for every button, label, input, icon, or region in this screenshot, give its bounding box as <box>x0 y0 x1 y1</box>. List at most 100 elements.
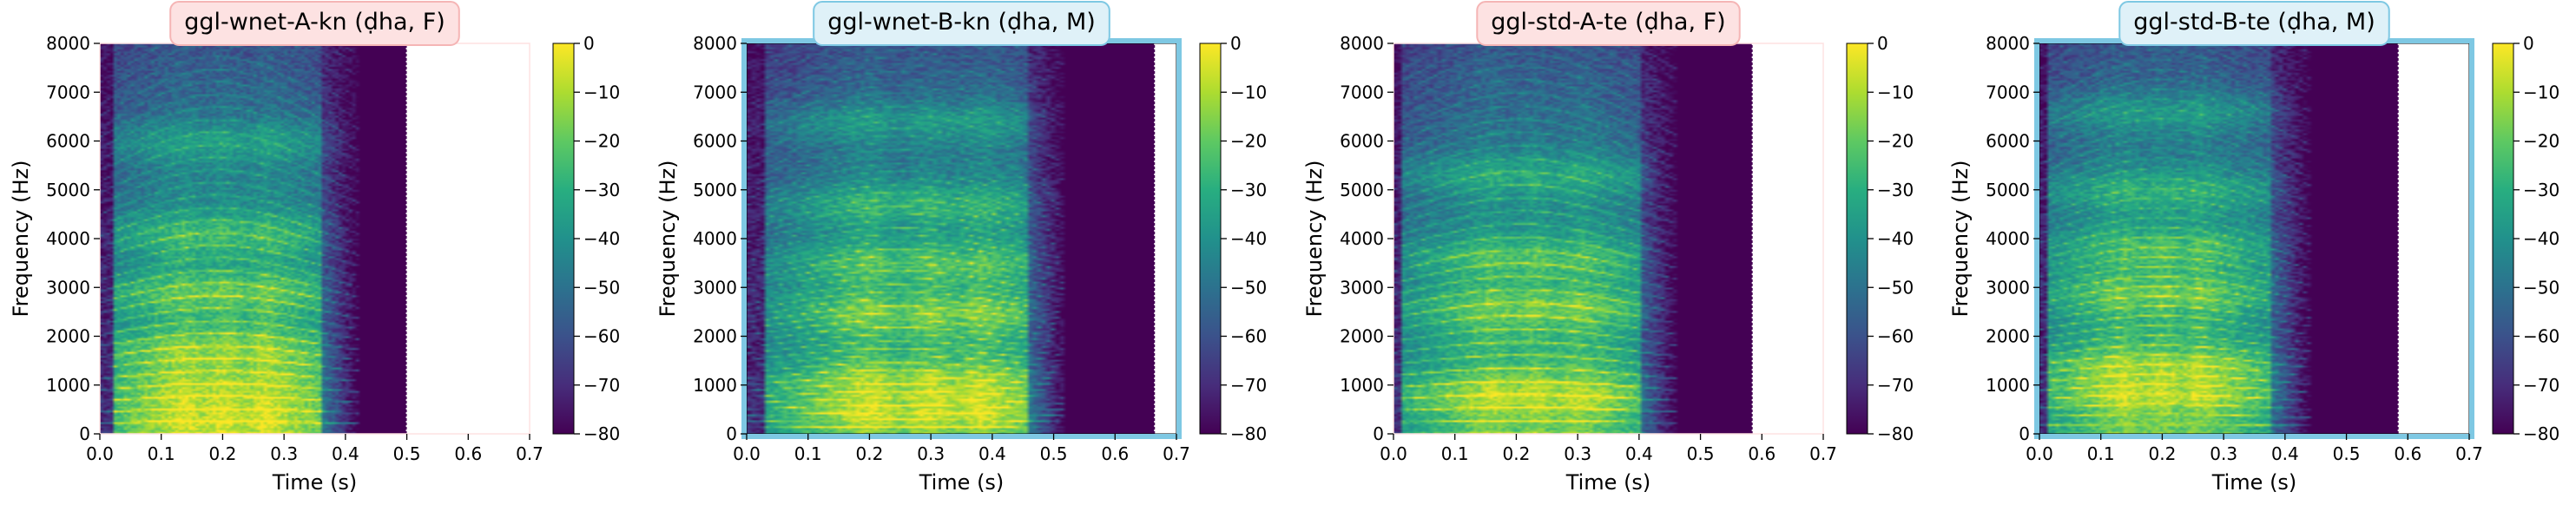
colorbar-tick-label: −60 <box>1877 326 1914 347</box>
colorbar-tick-label: −30 <box>583 180 620 200</box>
y-tick-label: 4000 <box>1340 228 1384 249</box>
y-tick-label: 0 <box>2019 423 2030 444</box>
x-tick-label: 0.7 <box>2455 443 2483 464</box>
y-tick-label: 8000 <box>1986 33 2030 54</box>
colorbar-tick-label: −70 <box>2523 375 2560 396</box>
colorbar-tick-label: −50 <box>583 277 620 298</box>
x-tick-label: 0.4 <box>2271 443 2299 464</box>
y-tick-label: 4000 <box>46 228 90 249</box>
colorbar-tick-label: −20 <box>583 131 620 152</box>
y-tick-label: 4000 <box>1986 228 2030 249</box>
colorbar-tick-label: −70 <box>583 375 620 396</box>
y-tick-label: 8000 <box>693 33 737 54</box>
y-tick-label: 2000 <box>1986 326 2030 347</box>
x-tick-label: 0.2 <box>856 443 884 464</box>
colorbar-tick-label: −50 <box>1230 277 1267 298</box>
colorbar-tick-label: −40 <box>1877 228 1914 249</box>
colorbar-tick-label: −20 <box>1877 131 1914 152</box>
x-tick-label: 0.7 <box>1163 443 1190 464</box>
y-tick-label: 0 <box>1373 423 1384 444</box>
y-axis-label: Frequency (Hz) <box>656 161 680 318</box>
colorbar-tick-label: −60 <box>2523 326 2560 347</box>
colorbar-gradient <box>2492 43 2514 435</box>
x-tick-label: 0.4 <box>1625 443 1653 464</box>
y-tick-label: 6000 <box>1340 131 1384 152</box>
colorbar-tick-label: 0 <box>1230 33 1242 54</box>
y-tick-label: 5000 <box>46 180 90 200</box>
panel-title-box <box>2118 1 2390 46</box>
y-tick-label: 2000 <box>1340 326 1384 347</box>
x-tick-label: 0.5 <box>1687 443 1715 464</box>
y-tick-label: 4000 <box>693 228 737 249</box>
panel-title: ggl-std-A-te (ḍha, F) <box>1491 9 1725 36</box>
colorbar-tick-label: −20 <box>1230 131 1267 152</box>
y-tick-label: 1000 <box>1986 375 2030 396</box>
x-tick-label: 0.0 <box>86 443 114 464</box>
colorbar-tick-label: −10 <box>583 82 620 102</box>
colorbar-tick-label: −10 <box>1877 82 1914 102</box>
y-tick-label: 1000 <box>46 375 90 396</box>
x-tick-label: 0.3 <box>917 443 945 464</box>
colorbar-tick-label: −30 <box>1877 180 1914 200</box>
y-tick-label: 7000 <box>46 82 90 102</box>
colorbar-tick-label: −60 <box>1230 326 1267 347</box>
colorbar-tick-label: −50 <box>2523 277 2560 298</box>
panel-title: ggl-wnet-B-kn (ḍha, M) <box>827 9 1096 36</box>
colorbar-tick-label: −40 <box>2523 228 2560 249</box>
x-tick-label: 0.5 <box>1040 443 1068 464</box>
y-tick-label: 2000 <box>693 326 737 347</box>
colorbar-tick-label: −70 <box>1230 375 1267 396</box>
colorbar-tick-label: −70 <box>1877 375 1914 396</box>
colorbar-gradient <box>1199 43 1222 435</box>
y-tick-label: 7000 <box>693 82 737 102</box>
y-tick-label: 5000 <box>1340 180 1384 200</box>
spectrogram-image <box>747 43 1156 434</box>
x-tick-label: 0.2 <box>2149 443 2177 464</box>
spectrogram-panel: 0.0 0.1 0.2 0.3 0.4 0.5 0.6 0.7 0 1000 2000 3000 400… <box>9 1 620 495</box>
x-tick-label: 0.6 <box>454 443 482 464</box>
x-tick-label: 0.4 <box>332 443 359 464</box>
x-tick-label: 0.1 <box>794 443 822 464</box>
y-tick-label: 3000 <box>46 277 90 298</box>
panel-title: ggl-std-B-te (ḍha, M) <box>2133 9 2375 36</box>
colorbar-tick-label: 0 <box>1877 33 1888 54</box>
y-tick-label: 1000 <box>1340 375 1384 396</box>
colorbar: 0 −10 −20 −30 −40 −50 −60 −70 −80 <box>1199 33 1267 444</box>
colorbar-tick-label: −30 <box>1230 180 1267 200</box>
colorbar-tick-label: −80 <box>2523 423 2560 444</box>
x-tick-label: 0.7 <box>1809 443 1837 464</box>
x-tick-label: 0.0 <box>2026 443 2053 464</box>
x-tick-label: 0.6 <box>2394 443 2421 464</box>
x-tick-label: 0.2 <box>209 443 237 464</box>
colorbar-tick-label: −40 <box>1230 228 1267 249</box>
y-tick-label: 6000 <box>46 131 90 152</box>
y-tick-label: 7000 <box>1340 82 1384 102</box>
spectrogram-panel: 0.0 0.1 0.2 0.3 0.4 0.5 0.6 0.7 0 1000 2000 3000 400… <box>656 1 1267 495</box>
colorbar-tick-label: 0 <box>583 33 595 54</box>
spectrogram-image <box>2039 43 2399 434</box>
panel-title: ggl-wnet-A-kn (ḍha, F) <box>184 9 445 36</box>
y-tick-label: 1000 <box>693 375 737 396</box>
y-tick-label: 6000 <box>693 131 737 152</box>
x-tick-label: 0.6 <box>1748 443 1776 464</box>
x-tick-label: 0.2 <box>1503 443 1531 464</box>
x-tick-label: 0.3 <box>270 443 298 464</box>
x-tick-label: 0.1 <box>1441 443 1469 464</box>
spectrogram-image <box>100 43 407 434</box>
x-tick-label: 0.0 <box>1380 443 1407 464</box>
colorbar-tick-label: −20 <box>2523 131 2560 152</box>
colorbar: 0 −10 −20 −30 −40 −50 −60 −70 −80 <box>2492 33 2560 444</box>
colorbar-tick-label: 0 <box>2523 33 2534 54</box>
x-axis-label: Time (s) <box>2211 470 2297 495</box>
spectrogram-panel: 0.0 0.1 0.2 0.3 0.4 0.5 0.6 0.7 0 1000 2000 3000 400… <box>1948 1 2560 495</box>
x-tick-label: 0.5 <box>393 443 421 464</box>
panel-title-box <box>813 1 1110 46</box>
colorbar-tick-label: −10 <box>1230 82 1267 102</box>
colorbar-tick-label: −40 <box>583 228 620 249</box>
y-tick-label: 7000 <box>1986 82 2030 102</box>
x-tick-label: 0.1 <box>2087 443 2115 464</box>
y-tick-label: 5000 <box>693 180 737 200</box>
y-axis-label: Frequency (Hz) <box>9 161 33 318</box>
spectrogram-image <box>1393 43 1753 434</box>
x-tick-label: 0.4 <box>978 443 1006 464</box>
